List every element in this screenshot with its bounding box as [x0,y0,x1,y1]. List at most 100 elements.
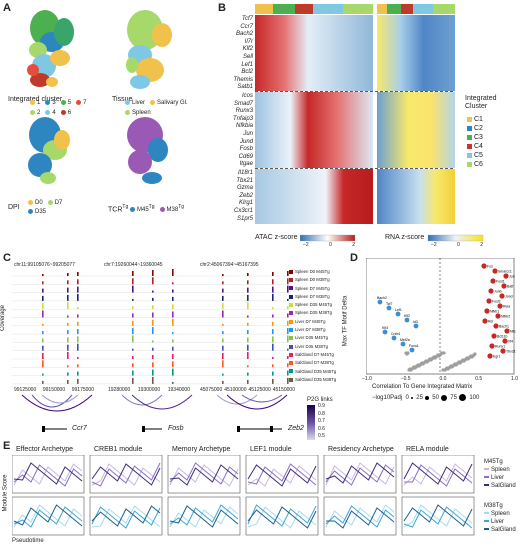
region-3: chr2:45067394~45167395 [200,262,259,268]
coverage-peak [172,289,174,293]
coverage-peak [77,357,79,359]
motif-point-red [501,283,507,289]
cluster-legend: C1 C2 C3 C4 C5 C6 [467,115,483,169]
panel-c-label: C [3,252,11,264]
module-curve [404,464,473,487]
coverage-peak [172,318,174,326]
track-label: Spleen D0 M38Tg [289,276,347,284]
coverage-peak [67,352,69,359]
module-curve [13,504,83,527]
coverage-peak [272,371,274,376]
coverage-peak [247,352,249,359]
motif-point-blue [386,305,392,311]
coverage-peak [67,379,69,384]
coverage-peak [77,307,79,310]
motif-point-grey [462,359,466,363]
motif-label-blue: Id3 [413,320,418,324]
umap-dpi [28,117,70,184]
motif-label-red: Rel [488,320,493,324]
module-title: CREB1 module [94,446,143,453]
module-curves [12,455,475,536]
module-curve [13,462,83,485]
coverage-peak [287,271,289,276]
coverage-peak [77,272,79,276]
coverage-peak [77,364,79,368]
motif-point-red [486,298,492,304]
coverage-peak [222,338,224,343]
track-label: Spleen D35 M45Tg [289,301,347,309]
coverage-peak [42,288,44,293]
module-panel [245,455,319,494]
module-curve [91,506,161,529]
coverage-peak [222,303,224,310]
coverage-peak [272,321,274,326]
track-label: Liver D7 M45Tg [289,318,347,326]
motif-point-red [491,333,497,339]
motif-label-blue: Klf3 [382,326,388,330]
track-label: SalGland D35 M38Tg [289,376,347,384]
motif-label-red: Jund [505,295,513,299]
motif-point-grey [429,358,433,362]
module-panel [167,455,241,494]
coverage-tracks [12,269,289,385]
motif-point-grey [443,368,447,372]
e-ylabel: Module Score [2,474,9,512]
coverage-peak [272,343,274,351]
coverage-peak [132,363,134,368]
atac-scale-ticks: −2 0 2 [303,242,355,248]
panel-b-label: B [218,2,226,14]
track-label: Spleen D35 M38Tg [289,309,347,317]
coverage-peak [77,321,79,326]
motif-point-blue [413,323,419,329]
track-label: Spleen D7 M38Tg [289,293,347,301]
motif-point-red [497,303,503,309]
motif-point-grey [417,364,421,368]
coverage-peak [272,272,274,276]
coverage-peak [272,286,274,293]
coverage-peak [222,345,224,351]
coverage-peak [152,347,154,351]
rna-scale-ticks: −2 0 2 [431,242,483,248]
module-curve [13,504,83,528]
coverage-peak [152,312,154,318]
e-legend-2: M38Tg Spleen Liver SalGland [484,503,516,533]
legend-tissue-row2: Spleen [125,110,151,116]
module-curve [403,463,473,486]
track-label: SalGland D35 M45Tg [289,368,347,376]
coverage-peak [42,281,44,285]
motif-point-red [482,318,488,324]
motif-point-grey [413,366,417,370]
motif-label-red: Fosl1 [496,280,505,284]
coverage-peak [132,271,134,276]
motif-label-red: Batf [507,285,513,289]
coverage-peak [152,270,154,276]
module-curve [325,505,395,528]
coverage-peak [152,362,154,368]
coverage-peak [172,368,174,376]
motif-label-blue: Foxo1 [409,344,419,348]
coverage-peak [272,279,274,285]
coverage-peak [287,328,289,335]
zscore-scales [300,234,484,242]
coverage-peak [152,319,154,326]
coverage-peak [67,344,69,351]
module-curve [169,505,239,528]
coverage-peak [172,311,174,318]
coverage-peak [77,293,79,301]
motif-point-grey [442,351,446,355]
motif-point-grey [450,365,454,369]
coverage-peak [42,310,44,318]
module-title: Residency Archetype [328,446,394,453]
motif-point-grey [433,356,437,360]
motif-label-red: Tbx21 [506,350,516,354]
cluster-legend-title: Integrated Cluster [465,95,497,110]
ticks-region-2: 19280000 19300000 19340000 [108,387,190,393]
track-label: SalGland D7 M38Tg [289,359,347,367]
d-xticks: −1.0 −0.5 0.0 0.5 1.0 [362,376,518,382]
motif-label-red: Nfkb2 [501,315,510,319]
coverage-peak [42,380,44,384]
motif-point-grey [454,363,458,367]
motif-point-blue [391,335,397,341]
gene-ccr7: Ccr7 [72,425,87,432]
motif-point-grey [458,361,462,365]
